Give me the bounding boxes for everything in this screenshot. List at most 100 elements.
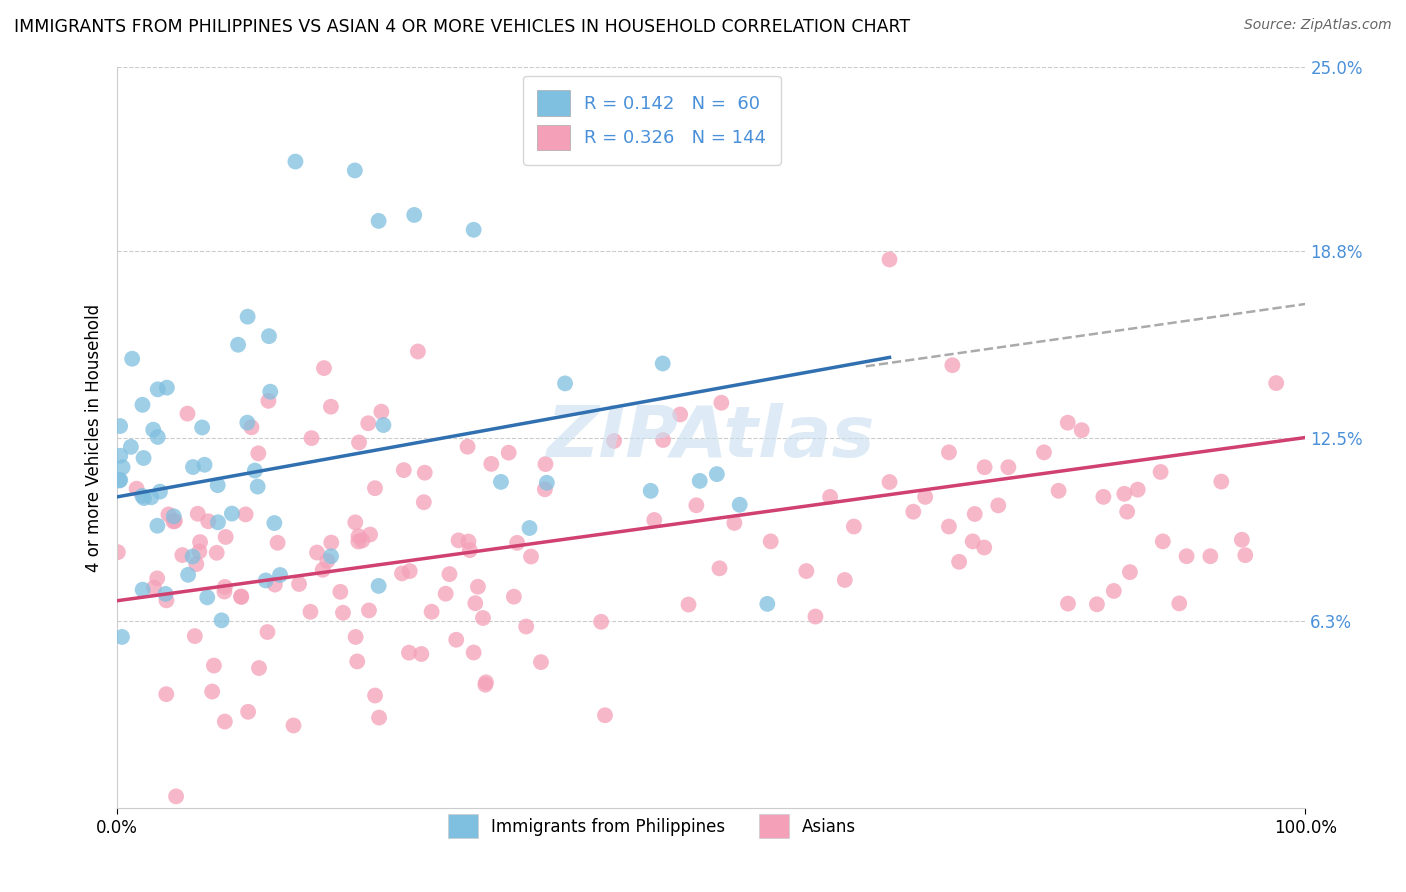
Point <box>502 590 524 604</box>
Point <box>149 484 172 499</box>
Point <box>515 619 537 633</box>
Point <box>177 567 200 582</box>
Point <box>467 580 489 594</box>
Point <box>347 534 370 549</box>
Point <box>1033 445 1056 459</box>
Point <box>1056 416 1078 430</box>
Point <box>434 587 457 601</box>
Point <box>1070 423 1092 437</box>
Point <box>319 549 342 564</box>
Point <box>259 384 281 399</box>
Point <box>108 473 131 487</box>
Point <box>709 561 731 575</box>
Point <box>973 541 995 555</box>
Point <box>329 585 352 599</box>
Point <box>554 376 576 391</box>
Point <box>187 507 209 521</box>
Point <box>520 549 543 564</box>
Point <box>181 460 204 475</box>
Point <box>439 567 461 582</box>
Point <box>591 615 613 629</box>
Point <box>603 434 626 448</box>
Point <box>146 571 169 585</box>
Point <box>146 430 169 444</box>
Point <box>193 458 215 472</box>
Point <box>247 661 270 675</box>
Point <box>143 581 166 595</box>
Point <box>463 223 485 237</box>
Point <box>948 555 970 569</box>
Point <box>652 433 675 447</box>
Point <box>818 490 841 504</box>
Point <box>357 417 380 431</box>
Point <box>263 577 285 591</box>
Point <box>201 684 224 698</box>
Point <box>1092 490 1115 504</box>
Point <box>373 418 395 433</box>
Point <box>536 475 558 490</box>
Point <box>1149 465 1171 479</box>
Point <box>1114 487 1136 501</box>
Point <box>155 587 177 601</box>
Point <box>938 519 960 533</box>
Point <box>191 420 214 434</box>
Point <box>973 460 995 475</box>
Point <box>214 584 236 599</box>
Point <box>243 464 266 478</box>
Point <box>519 521 541 535</box>
Point <box>236 416 259 430</box>
Point <box>398 646 420 660</box>
Point <box>458 543 481 558</box>
Point <box>236 705 259 719</box>
Point <box>108 419 131 434</box>
Point <box>498 445 520 459</box>
Point <box>963 507 986 521</box>
Point <box>246 479 269 493</box>
Point <box>903 505 925 519</box>
Point <box>367 579 389 593</box>
Point <box>120 440 142 454</box>
Point <box>263 516 285 530</box>
Point <box>207 478 229 492</box>
Point <box>257 393 280 408</box>
Point <box>411 647 433 661</box>
Point <box>962 534 984 549</box>
Point <box>879 475 901 489</box>
Point <box>321 535 343 549</box>
Point <box>756 597 779 611</box>
Point <box>1199 549 1222 564</box>
Text: IMMIGRANTS FROM PHILIPPINES VS ASIAN 4 OR MORE VEHICLES IN HOUSEHOLD CORRELATION: IMMIGRANTS FROM PHILIPPINES VS ASIAN 4 O… <box>14 18 910 36</box>
Point <box>188 544 211 558</box>
Point <box>316 554 339 568</box>
Point <box>1211 475 1233 489</box>
Point <box>195 591 218 605</box>
Point <box>534 483 557 497</box>
Point <box>305 545 328 559</box>
Point <box>107 545 129 559</box>
Point <box>283 718 305 732</box>
Point <box>398 564 420 578</box>
Point <box>146 518 169 533</box>
Point <box>444 632 467 647</box>
Point <box>162 515 184 529</box>
Point <box>347 529 370 543</box>
Text: Source: ZipAtlas.com: Source: ZipAtlas.com <box>1244 18 1392 32</box>
Point <box>1085 597 1108 611</box>
Point <box>364 689 387 703</box>
Point <box>332 606 354 620</box>
Point <box>229 590 252 604</box>
Point <box>463 646 485 660</box>
Point <box>344 516 367 530</box>
Point <box>211 613 233 627</box>
Point <box>474 678 496 692</box>
Point <box>207 516 229 530</box>
Point <box>132 450 155 465</box>
Point <box>706 467 728 482</box>
Point <box>1152 534 1174 549</box>
Point <box>1168 596 1191 610</box>
Point <box>710 395 733 409</box>
Point <box>165 789 187 804</box>
Point <box>472 611 495 625</box>
Point <box>110 449 132 463</box>
Point <box>121 351 143 366</box>
